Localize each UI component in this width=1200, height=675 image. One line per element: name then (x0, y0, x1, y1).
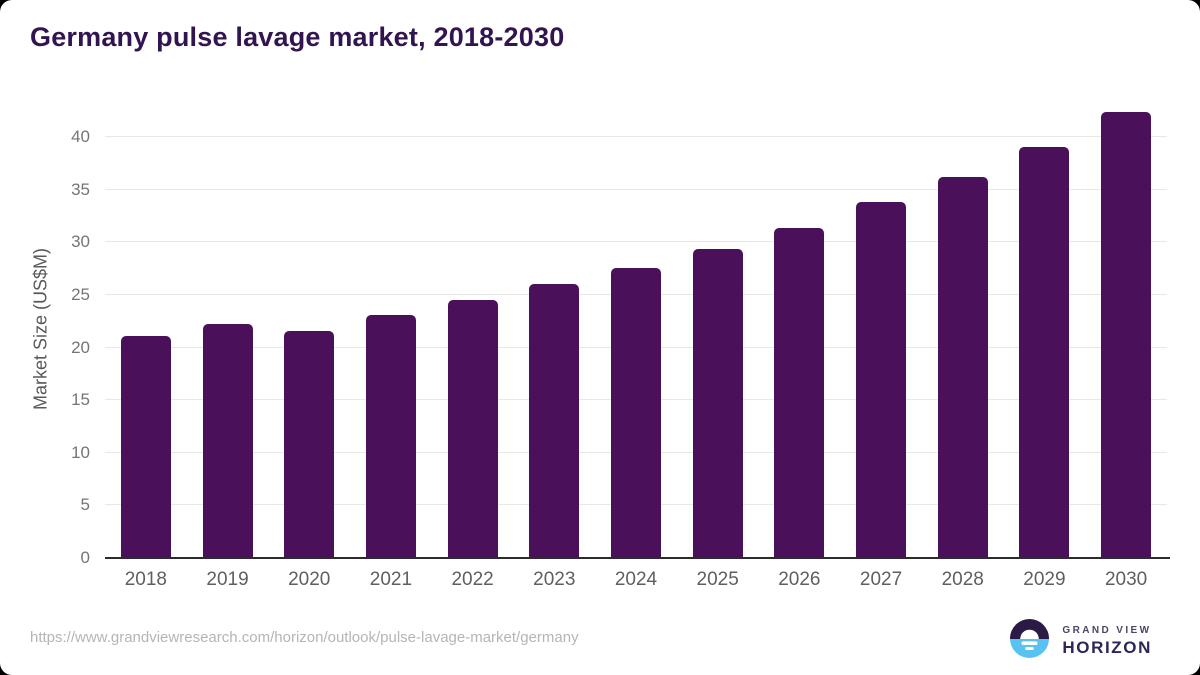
y-tick-label-20: 20 (71, 337, 90, 357)
bar-cell-2021 (350, 315, 432, 558)
y-tick-label-30: 30 (71, 232, 90, 252)
x-tick-label-2028: 2028 (941, 569, 984, 590)
bar-2028 (937, 177, 988, 558)
y-tick-label-15: 15 (71, 390, 90, 410)
x-tick-label-2022: 2022 (451, 569, 494, 590)
y-tick-label-10: 10 (71, 442, 90, 462)
x-axis-line (105, 557, 1170, 559)
bar-series (105, 100, 1167, 558)
source-url-text: https://www.grandviewresearch.com/horizo… (30, 629, 579, 646)
bar-2022 (447, 300, 498, 558)
x-tick-label-2020: 2020 (288, 569, 331, 590)
y-axis-title: Market Size (US$M) (30, 247, 51, 411)
x-tick-label-2018: 2018 (124, 569, 167, 590)
bar-cell-2028 (922, 177, 1004, 558)
y-tick-label-25: 25 (71, 285, 90, 304)
bar-2023 (529, 284, 580, 558)
x-tick-label-2019: 2019 (206, 569, 249, 590)
gridline-30 (105, 241, 1167, 243)
bar-2025 (692, 249, 743, 558)
bar-2026 (774, 228, 825, 558)
bar-2024 (610, 268, 661, 558)
y-tick-label-0: 0 (80, 548, 90, 567)
bar-cell-2020 (268, 331, 350, 558)
x-tick-label-2029: 2029 (1023, 569, 1066, 590)
logo-line1: GRAND VIEW (1062, 624, 1152, 636)
chart-title: Germany pulse lavage market, 2018-2030 (30, 22, 565, 52)
gridline-35 (105, 188, 1167, 190)
gridline-40 (105, 136, 1167, 138)
bar-2030 (1101, 112, 1152, 558)
y-tick-label-35: 35 (71, 179, 90, 199)
logo-wordmark: GRAND VIEW HORIZON (1062, 625, 1152, 658)
x-tick-label-2025: 2025 (696, 569, 739, 590)
x-tick-label-2024: 2024 (614, 569, 658, 590)
x-tick-label-2027: 2027 (859, 569, 903, 590)
bar-cell-2018 (105, 336, 187, 558)
x-tick-label-2023: 2023 (533, 569, 576, 590)
y-tick-label-5: 5 (80, 495, 90, 515)
y-tick-label-40: 40 (71, 127, 90, 147)
bar-cell-2025 (677, 249, 759, 558)
bar-2020 (284, 331, 335, 558)
bar-cell-2027 (840, 202, 922, 558)
grand-view-horizon-logo-icon (1009, 618, 1050, 664)
bar-cell-2019 (187, 324, 269, 558)
bar-cell-2024 (595, 268, 677, 558)
x-tick-label-2026: 2026 (778, 569, 821, 590)
bar-2021 (365, 315, 416, 558)
bar-cell-2029 (1004, 147, 1086, 558)
x-tick-label-2030: 2030 (1104, 569, 1148, 590)
brand-logo: GRAND VIEW HORIZON (1009, 618, 1152, 664)
bar-cell-2026 (759, 228, 841, 558)
logo-line2: HORIZON (1062, 637, 1152, 657)
bar-2027 (856, 202, 907, 558)
plot-area: 0 5 10 15 20 25 30 35 40 (71, 100, 1170, 567)
x-tick-label-2021: 2021 (369, 569, 413, 590)
x-tick-labels: 2018 2019 2020 2021 2022 2023 2024 2025 2026 2027… (105, 569, 1167, 591)
bar-2019 (202, 324, 253, 558)
bar-cell-2023 (513, 284, 595, 558)
bar-cell-2022 (432, 300, 514, 558)
bar-2029 (1019, 147, 1070, 558)
bar-cell-2030 (1085, 112, 1167, 558)
bar-2018 (120, 336, 171, 558)
